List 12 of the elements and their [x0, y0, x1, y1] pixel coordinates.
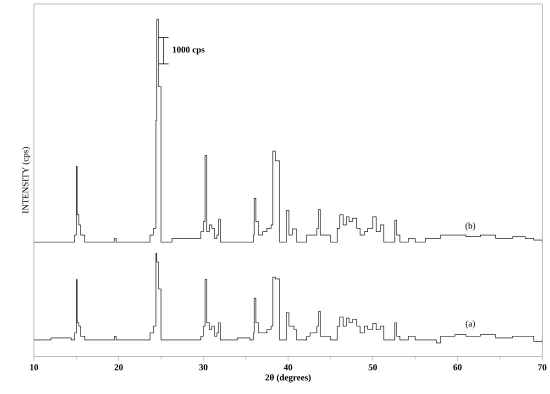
x-tick-label: 60: [453, 364, 462, 370]
y-axis-title: INTENSITY (cps): [22, 146, 30, 214]
x-tick-label: 50: [368, 364, 377, 370]
x-tick-label: 30: [199, 364, 208, 370]
x-axis-title: 2θ (degrees): [265, 374, 311, 382]
x-tick-label: 10: [30, 364, 38, 370]
series-label: (a): [466, 320, 475, 328]
x-tick-label: 40: [284, 364, 292, 370]
x-tick-label: 70: [538, 364, 546, 370]
annotation: 1000 cps: [172, 46, 205, 54]
series-label: (b): [465, 222, 476, 230]
x-tick-label: 20: [114, 364, 123, 370]
